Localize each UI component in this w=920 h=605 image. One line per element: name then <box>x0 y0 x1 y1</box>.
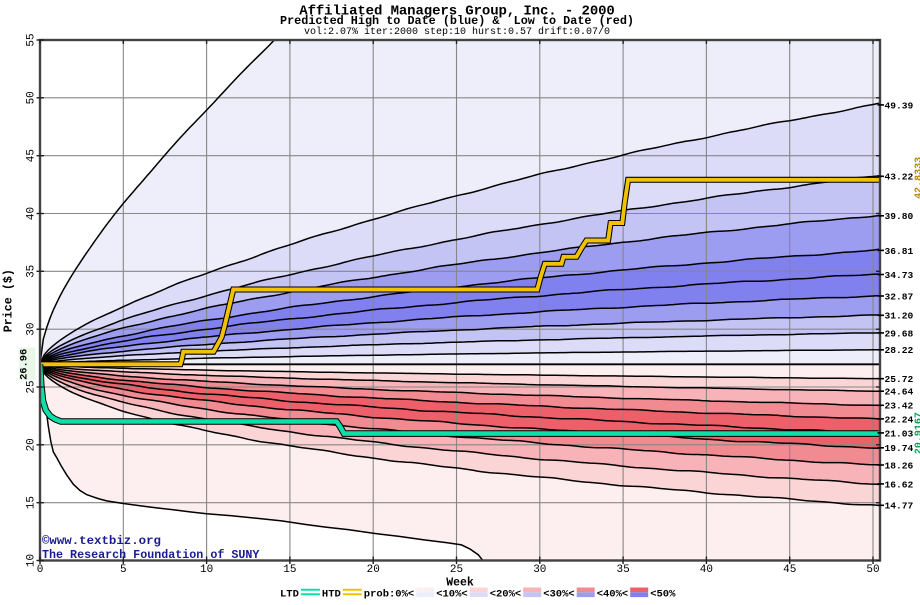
svg-text:HTD: HTD <box>322 589 341 601</box>
svg-text:vol:2.07% iter:2000 step:10 hu: vol:2.07% iter:2000 step:10 hurst:0.57 d… <box>304 26 610 38</box>
svg-text:<30%<: <30%< <box>543 589 575 601</box>
svg-text:45: 45 <box>26 149 38 162</box>
svg-text:Price ($): Price ($) <box>2 269 16 332</box>
svg-text:28.22: 28.22 <box>885 345 914 356</box>
svg-text:45: 45 <box>783 564 796 576</box>
svg-text:LTD: LTD <box>280 589 299 601</box>
svg-text:15: 15 <box>26 496 38 509</box>
svg-text:10: 10 <box>200 564 213 576</box>
svg-text:32.87: 32.87 <box>885 291 914 302</box>
svg-text:39.80: 39.80 <box>885 211 914 222</box>
svg-text:34.73: 34.73 <box>885 270 914 281</box>
svg-text:The Research Foundation of SUN: The Research Foundation of SUNY <box>42 548 259 562</box>
svg-text:©www.textbiz.org: ©www.textbiz.org <box>42 534 161 548</box>
svg-text:30: 30 <box>533 564 546 576</box>
svg-text:<40%<: <40%< <box>597 589 629 601</box>
svg-text:<50%: <50% <box>650 589 676 601</box>
svg-text:23.42: 23.42 <box>885 401 914 412</box>
svg-text:14.77: 14.77 <box>885 501 914 512</box>
svg-text:24.64: 24.64 <box>885 387 914 398</box>
svg-text:50: 50 <box>866 564 879 576</box>
svg-text:15: 15 <box>283 564 296 576</box>
svg-text:43.22: 43.22 <box>885 172 914 183</box>
svg-text:31.20: 31.20 <box>885 311 914 322</box>
svg-text:10: 10 <box>26 554 38 567</box>
svg-text:36.81: 36.81 <box>885 246 914 257</box>
svg-text:42.8333: 42.8333 <box>914 157 920 199</box>
svg-text:40: 40 <box>26 207 38 220</box>
svg-text:20: 20 <box>26 438 38 451</box>
svg-text:26.96: 26.96 <box>19 349 31 380</box>
svg-text:30: 30 <box>26 323 38 336</box>
svg-text:<10%<: <10%< <box>436 589 468 601</box>
svg-text:35: 35 <box>616 564 629 576</box>
svg-text:19.74: 19.74 <box>885 443 914 454</box>
svg-text:25.72: 25.72 <box>885 374 914 385</box>
svg-text:50: 50 <box>26 91 38 104</box>
svg-text:Predicted High to Date (blue): Predicted High to Date (blue) & Low to D… <box>280 14 634 28</box>
svg-text:22.24: 22.24 <box>885 414 914 425</box>
svg-text:21.03: 21.03 <box>885 428 914 439</box>
svg-text:0: 0 <box>37 564 44 576</box>
svg-text:35: 35 <box>26 265 38 278</box>
svg-text:18.26: 18.26 <box>885 460 914 471</box>
svg-text:5: 5 <box>120 564 127 576</box>
svg-text:Affiliated Managers Group, Inc: Affiliated Managers Group, Inc. - 2000 <box>299 3 614 19</box>
svg-text:Week: Week <box>446 577 474 590</box>
svg-text:prob:0%<: prob:0%< <box>364 589 414 601</box>
svg-text:20: 20 <box>367 564 380 576</box>
svg-text:55: 55 <box>26 33 38 46</box>
svg-text:25: 25 <box>450 564 463 576</box>
svg-text:<20%<: <20%< <box>490 589 522 601</box>
svg-text:25: 25 <box>26 380 38 393</box>
svg-text:40: 40 <box>700 564 713 576</box>
svg-text:29.68: 29.68 <box>885 328 914 339</box>
svg-text:16.62: 16.62 <box>885 479 914 490</box>
svg-text:20.9167: 20.9167 <box>914 412 920 454</box>
svg-text:49.39: 49.39 <box>885 100 914 111</box>
